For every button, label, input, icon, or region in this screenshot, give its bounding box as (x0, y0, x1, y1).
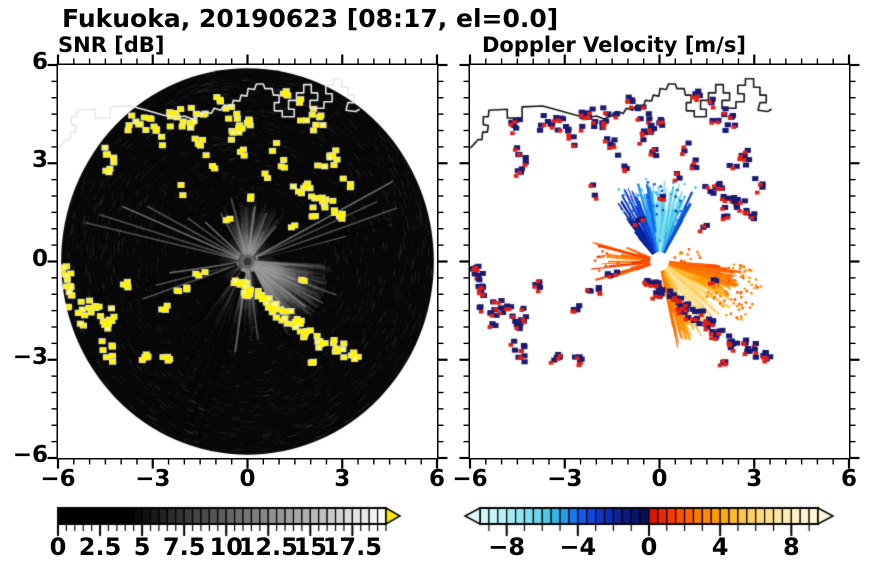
snr-radar-plot (58, 65, 437, 458)
y-tick-label: 3 (31, 147, 48, 174)
x-tick-label: −6 (40, 466, 76, 492)
x-tick-label: 3 (334, 466, 351, 492)
x-tick-label: 0 (651, 466, 668, 492)
y-tick-label: 6 (31, 49, 48, 75)
y-tick-label: −3 (12, 343, 48, 370)
x-tick-label: 6 (428, 466, 445, 492)
x-tick-label: −3 (547, 466, 583, 492)
snr-panel-title: SNR [dB] (58, 33, 165, 57)
figure-title: Fukuoka, 20190623 [08:17, el=0.0] (62, 4, 559, 33)
x-tick-label: −3 (135, 466, 171, 492)
doppler-colorbar (455, 505, 863, 551)
y-tick-label: 0 (31, 245, 48, 272)
y-tick-label: −6 (12, 442, 48, 468)
x-tick-label: 3 (746, 466, 763, 492)
x-tick-label: 6 (840, 466, 857, 492)
x-tick-label: −6 (452, 466, 488, 492)
x-tick-label: 0 (239, 466, 256, 492)
doppler-radar-plot (470, 65, 849, 458)
snr-colorbar (40, 505, 420, 551)
doppler-panel-title: Doppler Velocity [m/s] (482, 33, 746, 57)
